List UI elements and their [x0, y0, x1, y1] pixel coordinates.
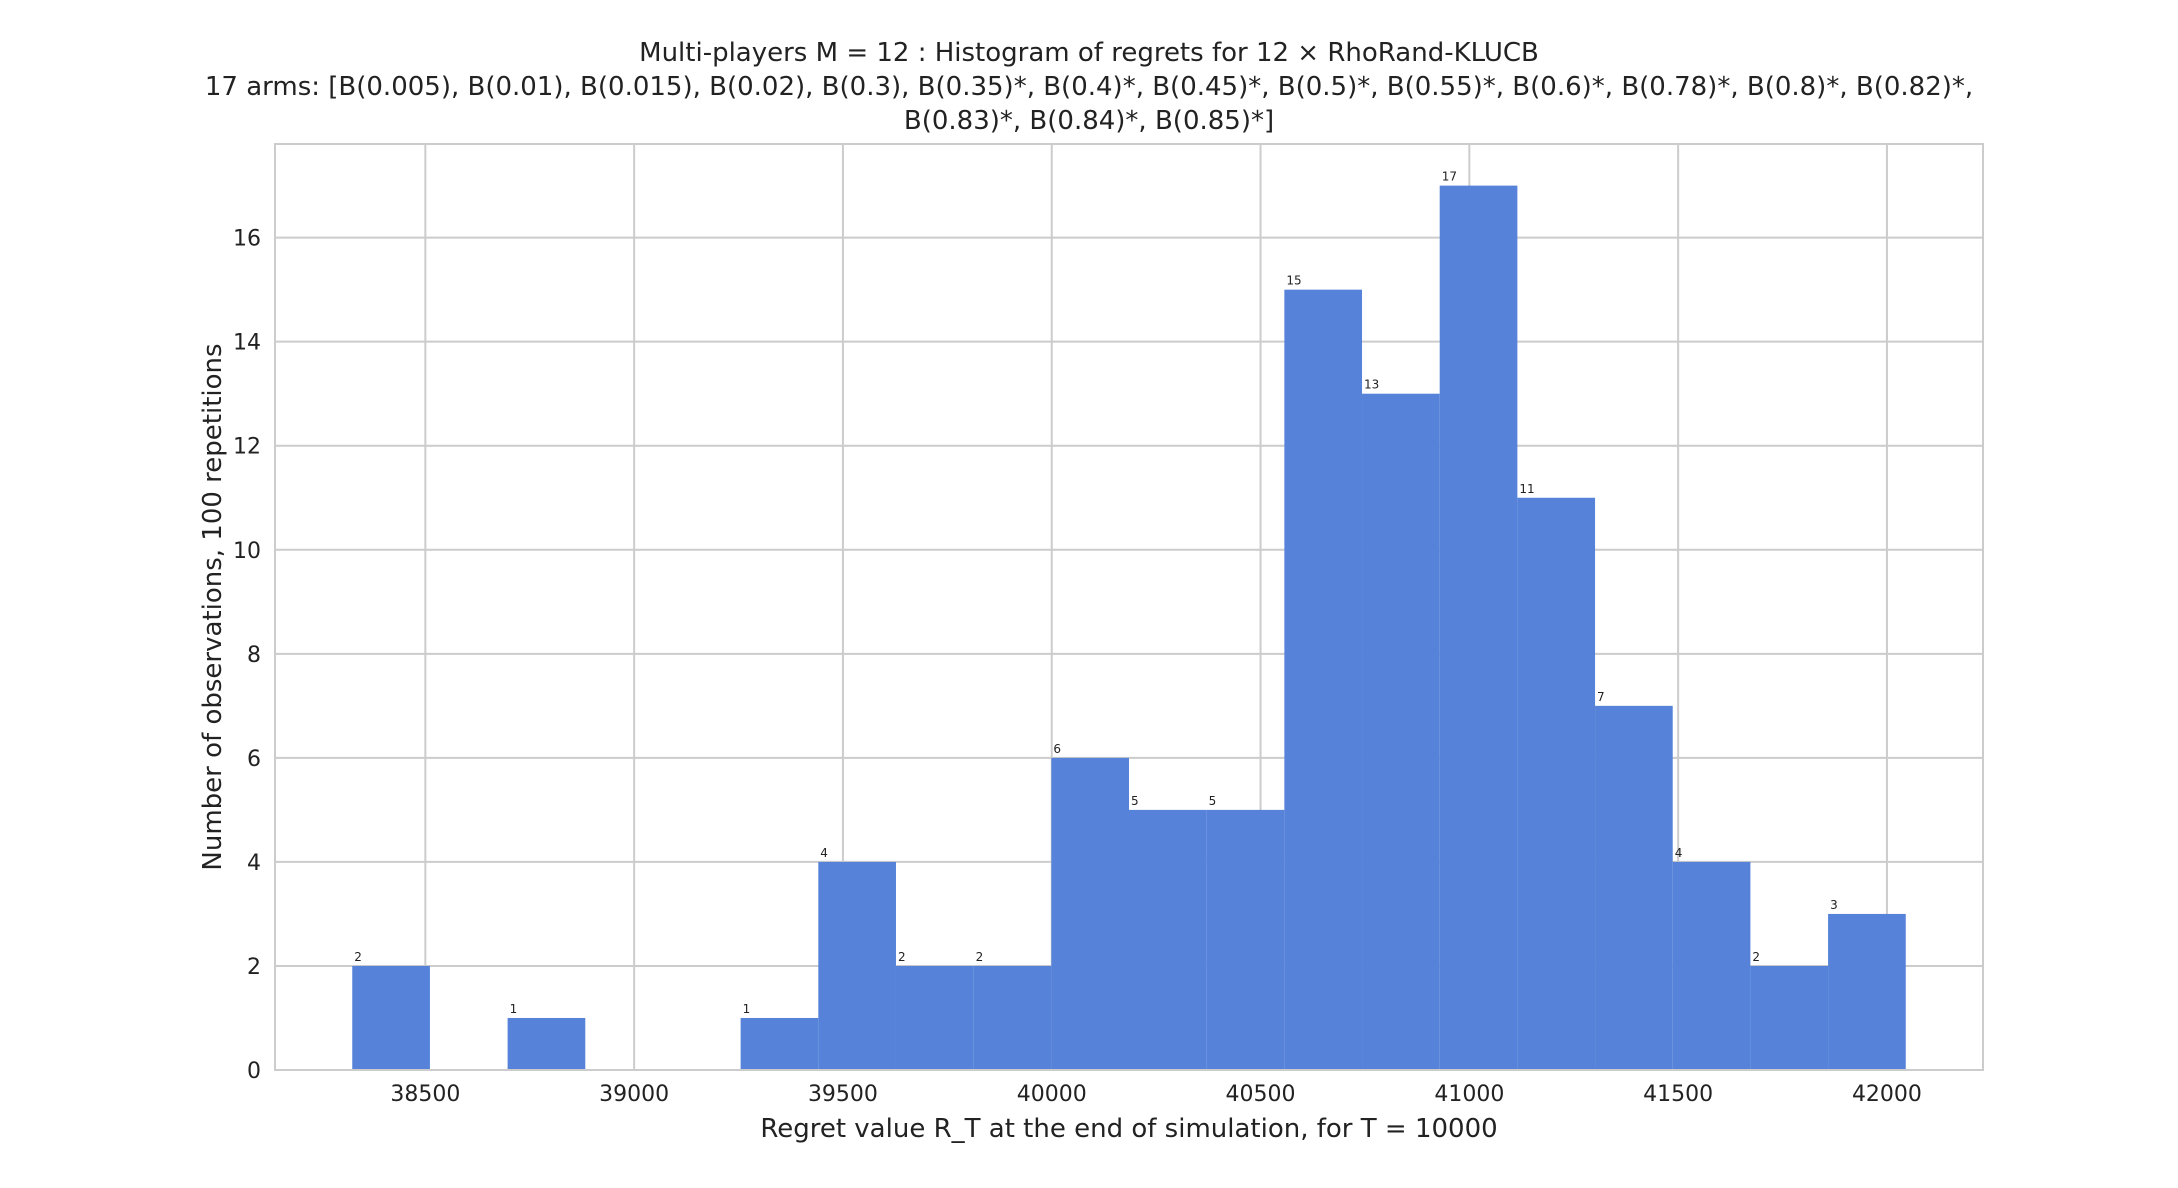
y-tick-label: 4	[247, 851, 261, 876]
bar-count-label: 7	[1597, 690, 1605, 704]
chart-title-line-1: Multi-players M = 12 : Histogram of regr…	[639, 38, 1539, 68]
y-tick-label: 0	[247, 1059, 261, 1084]
bar-count-label: 6	[1053, 742, 1061, 756]
histogram-bar	[1362, 393, 1440, 1070]
x-tick-label: 40500	[1226, 1082, 1296, 1107]
y-tick-label: 12	[233, 435, 261, 460]
bar-count-label: 2	[1752, 950, 1760, 964]
histogram-bar	[973, 965, 1052, 1070]
histogram-bar	[818, 861, 896, 1070]
x-tick-label: 39000	[599, 1082, 669, 1107]
bar-count-label: 13	[1364, 378, 1379, 392]
histogram-bar	[895, 965, 974, 1070]
histogram-bar	[352, 965, 430, 1070]
y-tick-label: 8	[247, 643, 261, 668]
y-tick-label: 2	[247, 955, 261, 980]
histogram-bar	[1206, 809, 1285, 1070]
bar-count-label: 2	[976, 950, 984, 964]
histogram-bar	[1284, 289, 1363, 1070]
x-tick-labels: 38500 39000 39500 40000 40500 41000 41500 42000	[390, 1082, 1922, 1107]
x-tick-label: 40000	[1017, 1082, 1087, 1107]
y-tick-label: 6	[247, 747, 261, 772]
bar-count-label: 5	[1209, 794, 1217, 808]
bar-count-label: 11	[1519, 482, 1534, 496]
x-tick-label: 39500	[808, 1082, 878, 1107]
bar-count-label: 1	[510, 1002, 518, 1016]
y-tick-labels: 0 2 4 6 8 10 12 14 16	[233, 227, 261, 1084]
bar-count-label: 17	[1442, 170, 1457, 184]
x-axis-label: Regret value R_T at the end of simulatio…	[760, 1114, 1497, 1144]
bar-count-label: 3	[1830, 898, 1838, 912]
histogram-bar	[1051, 757, 1129, 1070]
chart-title-block: Multi-players M = 12 : Histogram of regr…	[0, 36, 2178, 138]
chart-title-line-2: 17 arms: [B(0.005), B(0.01), B(0.015), B…	[204, 72, 1974, 102]
bar-count-label: 2	[354, 950, 362, 964]
histogram-bar	[1750, 965, 1829, 1070]
histogram-bar	[1439, 185, 1518, 1070]
chart-title-line-3: B(0.83)*, B(0.84)*, B(0.85)*]	[903, 106, 1275, 136]
histogram-bar	[507, 1017, 586, 1070]
bar-count-label: 2	[898, 950, 906, 964]
histogram-bar	[1828, 913, 1906, 1070]
bar-count-label: 15	[1286, 274, 1301, 288]
bar-count-label: 4	[1675, 846, 1683, 860]
bar-count-label: 5	[1131, 794, 1139, 808]
bar-count-label: 4	[820, 846, 828, 860]
x-tick-label: 41000	[1434, 1082, 1504, 1107]
histogram-bar	[1129, 809, 1207, 1070]
x-tick-label: 41500	[1643, 1082, 1713, 1107]
histogram-bar	[1672, 861, 1751, 1070]
y-axis-label: Number of observations, 100 repetitions	[198, 343, 228, 870]
y-tick-label: 10	[233, 539, 261, 564]
plot-frame	[274, 143, 1984, 1071]
y-tick-label: 16	[233, 227, 261, 252]
histogram-bar	[740, 1017, 819, 1070]
histogram-bar	[1595, 705, 1673, 1070]
histogram-bar	[1517, 497, 1596, 1070]
histogram-bars	[352, 185, 1906, 1070]
y-tick-label: 14	[233, 331, 261, 356]
bar-count-label: 1	[743, 1002, 751, 1016]
x-tick-label: 38500	[390, 1082, 460, 1107]
x-tick-label: 42000	[1852, 1082, 1922, 1107]
